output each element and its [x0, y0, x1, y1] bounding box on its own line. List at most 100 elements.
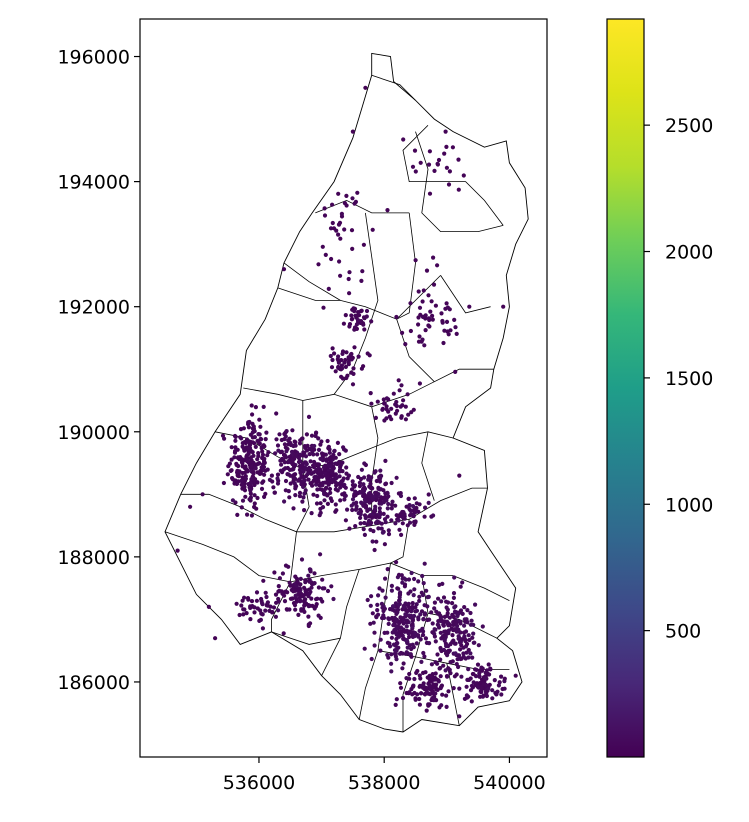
data-point [339, 367, 344, 372]
data-point [331, 452, 336, 457]
data-point [411, 593, 416, 598]
data-point [302, 482, 307, 487]
data-point [379, 601, 384, 607]
data-point [412, 587, 417, 592]
data-point [385, 567, 390, 572]
data-point [492, 678, 497, 683]
data-point [306, 414, 312, 419]
data-point [451, 591, 457, 596]
data-point [379, 526, 384, 531]
data-point [397, 651, 403, 656]
data-point [448, 660, 453, 665]
data-point [290, 462, 295, 467]
data-point [300, 594, 305, 599]
data-point [359, 278, 364, 283]
data-point [393, 702, 398, 708]
data-point [368, 527, 373, 532]
data-point [244, 611, 249, 616]
y-tick-label: 194000 [57, 172, 130, 194]
data-point [471, 680, 476, 685]
data-point [388, 644, 393, 649]
colorbar-tick-label: 2500 [665, 115, 713, 137]
data-point [407, 671, 412, 677]
data-point [444, 301, 449, 306]
data-point [323, 486, 328, 491]
data-point [275, 476, 280, 481]
data-point [457, 714, 462, 719]
data-point [354, 500, 359, 505]
data-point [347, 526, 352, 531]
ward-boundaries [164, 52, 529, 733]
data-point [502, 686, 507, 691]
data-point [441, 623, 446, 628]
data-point [414, 670, 419, 676]
data-point [418, 160, 423, 165]
data-point [339, 358, 344, 363]
data-point [252, 493, 257, 498]
data-point [243, 494, 248, 499]
x-axis: 536000 538000 540000 [223, 757, 546, 794]
data-point [343, 364, 348, 369]
data-point [381, 511, 386, 516]
data-point [389, 518, 394, 523]
data-point [411, 504, 416, 509]
data-point [375, 608, 380, 613]
data-point [258, 424, 263, 429]
data-point [398, 681, 403, 686]
data-point [321, 465, 327, 470]
data-point [240, 482, 245, 487]
data-point [275, 472, 281, 477]
data-point [316, 585, 321, 590]
data-point [426, 316, 431, 321]
data-point [450, 612, 455, 617]
data-point [473, 667, 478, 672]
data-point [349, 503, 354, 508]
data-point [312, 443, 317, 449]
data-point [484, 693, 489, 699]
data-point [499, 674, 504, 679]
data-point [456, 157, 461, 162]
data-point [412, 576, 417, 582]
data-point [255, 457, 260, 462]
data-point [377, 512, 382, 517]
data-point [420, 626, 425, 631]
data-point [393, 521, 398, 526]
data-point [341, 321, 346, 326]
data-point [465, 641, 470, 647]
data-point [427, 617, 432, 622]
data-point [386, 621, 391, 627]
data-point [318, 506, 323, 511]
data-point [188, 504, 193, 509]
data-point [438, 630, 443, 635]
data-point [454, 672, 459, 677]
data-point [405, 629, 410, 634]
data-point [327, 456, 332, 461]
data-point [403, 342, 408, 347]
data-point [334, 508, 339, 513]
data-point [354, 322, 359, 327]
data-point [384, 407, 389, 412]
data-point [293, 440, 298, 445]
data-point [320, 577, 325, 582]
data-point [414, 505, 419, 511]
data-point [282, 499, 287, 504]
y-tick-label: 188000 [57, 547, 130, 569]
data-point [443, 629, 448, 634]
data-point [407, 605, 412, 610]
ward-boundary-line [321, 569, 360, 676]
data-point [445, 305, 450, 310]
data-point [330, 202, 335, 207]
data-point [328, 226, 334, 231]
data-point [222, 436, 227, 441]
data-point [380, 588, 385, 593]
data-point [341, 445, 346, 450]
data-point [365, 351, 370, 356]
data-point [293, 449, 298, 454]
data-point [412, 676, 417, 682]
data-point [307, 467, 312, 472]
data-point [501, 304, 506, 309]
colorbar-gradient [606, 18, 645, 758]
data-point [417, 305, 423, 310]
data-point [421, 632, 426, 638]
data-point [275, 481, 281, 486]
